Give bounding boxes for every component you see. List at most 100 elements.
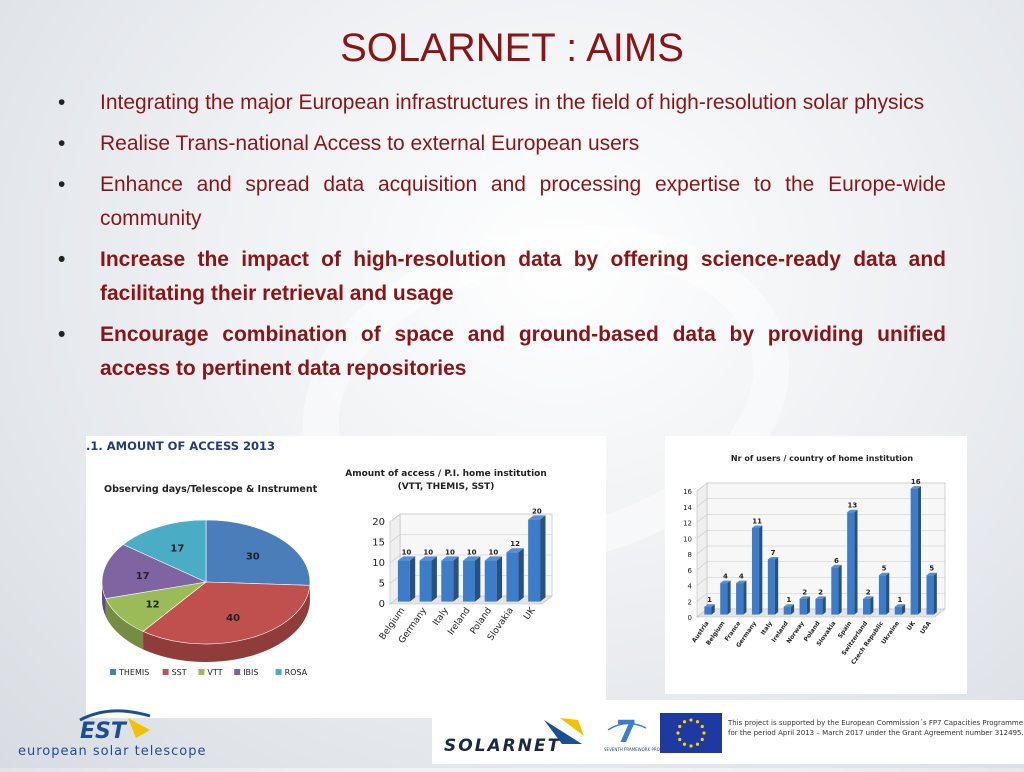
- legend-swatch: [276, 669, 282, 675]
- bar-poland: [485, 556, 502, 601]
- eu-flag: [660, 713, 722, 753]
- legend-swatch: [234, 669, 240, 675]
- bar-italy: [768, 557, 778, 615]
- y-tick-label: 15: [372, 538, 385, 549]
- pie-value-label: 30: [246, 552, 260, 563]
- bullet-item: Enhance and spread data acquisition and …: [58, 168, 946, 236]
- y-tick-label: 0: [688, 614, 692, 622]
- y-tick-label: 16: [683, 488, 692, 496]
- y-tick-label: 10: [372, 558, 385, 569]
- support-text-line1: This project is supported by the Europea…: [727, 719, 1023, 727]
- bar-ireland: [784, 604, 794, 614]
- bar-austria: [704, 604, 714, 614]
- pie-title: Observing days/Telescope & Instrument: [104, 484, 318, 495]
- legend-swatch: [110, 669, 116, 675]
- y-tick-label: 12: [683, 520, 692, 528]
- legend-entry: VTT: [207, 668, 222, 677]
- bar-belgium: [720, 581, 730, 615]
- bar-value-label: 1: [707, 596, 712, 604]
- x-category-label: Ireland: [446, 606, 472, 637]
- bar-germany: [420, 556, 437, 601]
- bullet-item-bold: Encourage combination of space and groun…: [58, 318, 946, 386]
- bar-spain: [847, 510, 857, 615]
- x-category-label: USA: [919, 620, 933, 636]
- est-logo: EST european solar telescope: [18, 711, 206, 759]
- legend-entry: SST: [172, 668, 187, 677]
- est-logo-text: EST: [80, 719, 128, 744]
- legend-entry: ROSA: [285, 668, 308, 677]
- bar-value-label: 2: [818, 588, 823, 596]
- y-tick-label: 2: [688, 598, 692, 606]
- pie-value-label: 40: [226, 613, 240, 624]
- access-charts-svg: .1. AMOUNT OF ACCESS 2013 Observing days…: [86, 436, 606, 718]
- bar-value-label: 10: [489, 548, 499, 556]
- bullet-item: Integrating the major European infrastru…: [58, 86, 946, 120]
- bar-value-label: 4: [723, 573, 728, 581]
- bar-value-label: 6: [834, 557, 839, 565]
- footer-logos-strip: SOLARNET 7 SEVENTH FRAMEWORK PROGRAMME T…: [432, 700, 1024, 764]
- pie-value-label: 12: [146, 600, 160, 611]
- solarnet-logo-text: SOLARNET: [444, 736, 561, 756]
- bar-ukraine: [895, 604, 905, 614]
- bar-value-label: 11: [752, 517, 762, 525]
- bar-value-label: 2: [866, 588, 871, 596]
- bar-norway: [800, 596, 810, 614]
- bar-czech-republic: [879, 573, 889, 615]
- bar-slovakia: [831, 565, 841, 615]
- slide-title: SOLARNET : AIMS: [0, 26, 1024, 71]
- legend-swatch: [163, 669, 169, 675]
- bar1-title-line1: Amount of access / P.I. home institution: [345, 469, 547, 479]
- y-tick-label: 14: [683, 504, 692, 512]
- y-tick-label: 8: [688, 551, 692, 559]
- y-tick-label: 10: [683, 535, 692, 543]
- pie-value-label: 17: [136, 571, 150, 582]
- pie-chart: 30 40 12 17 17: [102, 520, 310, 662]
- bar-value-label: 1: [786, 596, 791, 604]
- bar-value-label: 12: [510, 540, 520, 548]
- bar-value-label: 10: [467, 548, 477, 556]
- bullet-item-bold: Increase the impact of high-resolution d…: [58, 243, 946, 311]
- bar-ireland: [463, 556, 480, 601]
- bullet-item: Realise Trans-national Access to externa…: [58, 127, 946, 161]
- bar-uk: [528, 515, 545, 601]
- bar-chart-users: 02468101214161Austria4Belgium4France11Ge…: [683, 478, 945, 666]
- users-chart-svg: Nr of users / country of home institutio…: [665, 436, 967, 694]
- x-category-label: UK: [906, 620, 917, 632]
- bar-poland: [815, 596, 825, 614]
- bar-italy: [441, 556, 458, 601]
- bar-value-label: 4: [739, 573, 744, 581]
- panel-heading: .1. AMOUNT OF ACCESS 2013: [86, 439, 275, 453]
- access-charts-panel: .1. AMOUNT OF ACCESS 2013 Observing days…: [86, 436, 606, 718]
- bar-belgium: [398, 556, 415, 601]
- bar-value-label: 20: [532, 507, 542, 515]
- users-chart-panel: Nr of users / country of home institutio…: [665, 436, 967, 694]
- bar-value-label: 2: [802, 588, 807, 596]
- bar-value-label: 13: [847, 502, 857, 510]
- fp7-seven: 7: [616, 715, 637, 750]
- est-caption: european solar telescope: [18, 744, 206, 759]
- bar-value-label: 10: [445, 548, 455, 556]
- bar-value-label: 7: [771, 549, 776, 557]
- bar1-title-line2: (VTT, THEMIS, SST): [398, 482, 495, 492]
- bar-value-label: 1: [898, 596, 903, 604]
- bar2-title: Nr of users / country of home institutio…: [731, 454, 914, 463]
- solarnet-logo: SOLARNET: [444, 718, 584, 756]
- legend-swatch: [198, 669, 204, 675]
- bar-chart-access: 0510152010Belgium10Germany10Italy10Irela…: [372, 507, 552, 645]
- bar-slovakia: [506, 548, 523, 601]
- legend-entry: THEMIS: [118, 668, 149, 677]
- pie-value-label: 17: [170, 544, 184, 555]
- y-tick-label: 4: [688, 583, 693, 591]
- y-tick-label: 20: [372, 517, 385, 528]
- x-category-label: UK: [522, 605, 538, 622]
- y-tick-label: 6: [688, 567, 693, 575]
- x-category-label: Italy: [431, 605, 451, 627]
- y-tick-label: 5: [379, 579, 385, 590]
- bar-germany: [752, 525, 762, 614]
- bar-value-label: 10: [402, 548, 412, 556]
- bar-switzerland: [863, 596, 873, 614]
- bar-usa: [926, 573, 936, 615]
- y-tick-label: 0: [379, 599, 385, 610]
- footer-logos-svg: SOLARNET 7 SEVENTH FRAMEWORK PROGRAMME T…: [432, 700, 1024, 764]
